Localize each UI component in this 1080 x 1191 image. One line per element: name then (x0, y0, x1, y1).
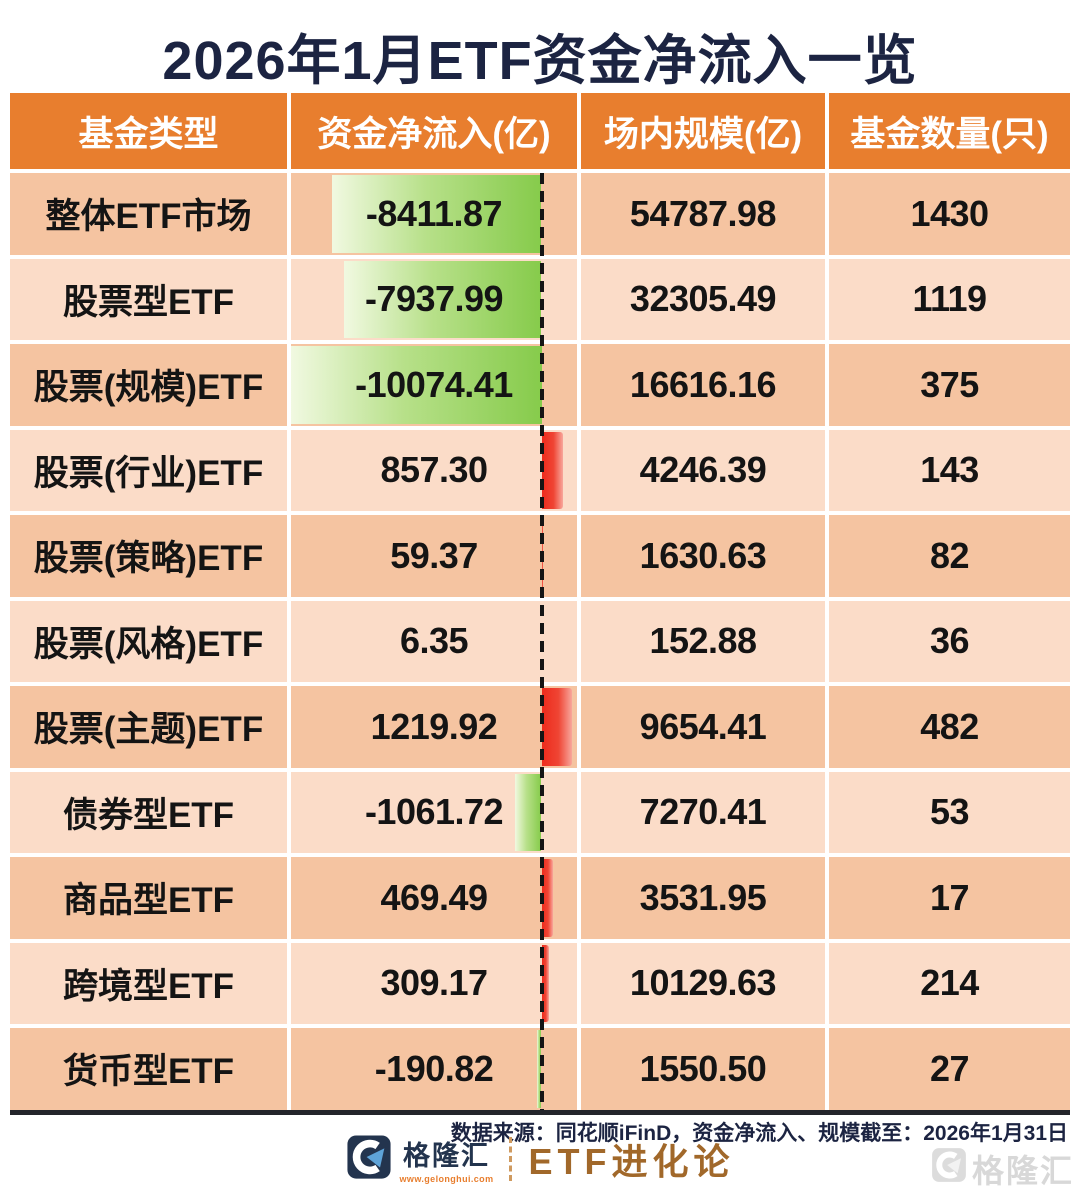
net-flow-cell: -1061.72 (291, 771, 577, 853)
table-grid: 基金类型 资金净流入(亿) 场内规模(亿) 基金数量(只) 整体ETF市场 -8… (10, 93, 1070, 1110)
net-flow-bar (332, 175, 542, 253)
fund-type-cell: 商品型ETF (10, 857, 287, 939)
fund-type-cell: 股票(主题)ETF (10, 686, 287, 768)
table-bottom-rule (10, 1109, 1070, 1115)
net-flow-bar (344, 260, 542, 338)
fund-type-cell: 跨境型ETF (10, 942, 287, 1024)
market-size-cell: 1630.63 (581, 515, 825, 597)
market-size-cell: 9654.41 (581, 686, 825, 768)
net-flow-cell: -7937.99 (291, 258, 577, 340)
fund-count-cell: 1119 (829, 258, 1070, 340)
fund-type-cell: 股票型ETF (10, 258, 287, 340)
net-flow-bar (541, 431, 563, 509)
gelonghui-watermark-icon (931, 1147, 967, 1191)
market-size-cell: 4246.39 (581, 429, 825, 511)
header-fund-type: 基金类型 (10, 93, 287, 169)
net-flow-cell: 309.17 (291, 942, 577, 1024)
header-fund-count: 基金数量(只) (829, 93, 1070, 169)
net-flow-cell: 857.30 (291, 429, 577, 511)
brand-divider (509, 1137, 513, 1181)
gelonghui-logo: 格隆汇 www.gelonghui.com (346, 1134, 494, 1185)
brand-column-title: ETF进化论 (528, 1141, 735, 1182)
fund-type-cell: 股票(风格)ETF (10, 600, 287, 682)
market-size-cell: 7270.41 (581, 771, 825, 853)
fund-type-cell: 债券型ETF (10, 771, 287, 853)
brand-url: www.gelonghui.com (399, 1174, 494, 1184)
fund-type-cell: 货币型ETF (10, 1028, 287, 1110)
net-flow-bar (541, 688, 572, 766)
brand-bar: 格隆汇 www.gelonghui.com ETF进化论 (0, 1132, 1080, 1186)
net-flow-cell: 59.37 (291, 515, 577, 597)
net-flow-cell: -8411.87 (291, 173, 577, 255)
market-size-cell: 32305.49 (581, 258, 825, 340)
fund-count-cell: 53 (829, 771, 1070, 853)
watermark: 格隆汇 (931, 1146, 1074, 1191)
net-flow-bar (541, 859, 554, 937)
header-net-flow: 资金净流入(亿) (291, 93, 577, 169)
market-size-cell: 54787.98 (581, 173, 825, 255)
net-flow-cell: 6.35 (291, 600, 577, 682)
net-flow-bar (536, 1030, 542, 1108)
page-title: 2026年1月ETF资金净流入一览 (162, 31, 918, 91)
net-flow-cell: 469.49 (291, 857, 577, 939)
fund-count-cell: 143 (829, 429, 1070, 511)
net-flow-bar (541, 944, 550, 1022)
fund-count-cell: 82 (829, 515, 1070, 597)
zero-axis-dashed-line (539, 173, 544, 1110)
net-flow-bar (291, 346, 542, 424)
fund-count-cell: 36 (829, 600, 1070, 682)
fund-count-cell: 1430 (829, 173, 1070, 255)
market-size-cell: 1550.50 (581, 1028, 825, 1110)
market-size-cell: 3531.95 (581, 857, 825, 939)
watermark-text: 格隆汇 (971, 1153, 1074, 1189)
net-flow-bar (515, 773, 542, 851)
etf-flow-table: 基金类型 资金净流入(亿) 场内规模(亿) 基金数量(只) 整体ETF市场 -8… (10, 93, 1070, 1115)
fund-type-cell: 股票(策略)ETF (10, 515, 287, 597)
fund-type-cell: 股票(行业)ETF (10, 429, 287, 511)
net-flow-cell: 1219.92 (291, 686, 577, 768)
market-size-cell: 10129.63 (581, 942, 825, 1024)
data-source-note: 数据来源：同花顺iFinD，资金净流入、规模截至：2026年1月31日 (450, 1122, 1068, 1145)
market-size-cell: 16616.16 (581, 344, 825, 426)
fund-count-cell: 17 (829, 857, 1070, 939)
net-flow-cell: -10074.41 (291, 344, 577, 426)
fund-type-cell: 股票(规模)ETF (10, 344, 287, 426)
fund-type-cell: 整体ETF市场 (10, 173, 287, 255)
brand-name: 格隆汇 (403, 1141, 490, 1171)
fund-count-cell: 482 (829, 686, 1070, 768)
market-size-cell: 152.88 (581, 600, 825, 682)
fund-count-cell: 214 (829, 942, 1070, 1024)
net-flow-cell: -190.82 (291, 1028, 577, 1110)
fund-count-cell: 375 (829, 344, 1070, 426)
gelonghui-logo-icon (346, 1134, 392, 1185)
header-market-size: 场内规模(亿) (581, 93, 825, 169)
fund-count-cell: 27 (829, 1028, 1070, 1110)
